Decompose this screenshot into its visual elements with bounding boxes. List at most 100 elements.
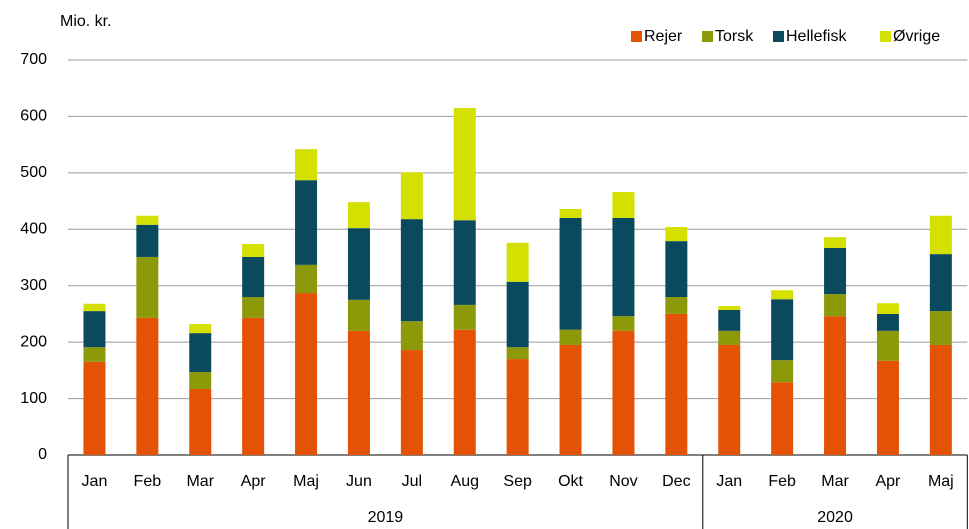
bar-segment [559,329,582,345]
bar-segment [453,220,476,305]
bar-segment [718,306,741,310]
bar-segment [771,360,794,383]
bar-segment [83,361,106,455]
bar-segment [453,107,476,221]
bar-segment [136,317,159,455]
x-tick-label: Mar [821,473,849,490]
legend-label: Rejer [644,28,683,45]
bar-segment [612,192,635,218]
x-tick-label: Aug [451,473,479,490]
x-tick-label: Maj [928,473,954,490]
x-tick-label: Maj [293,473,319,490]
bar-segment [242,297,265,318]
y-tick-label: 0 [38,446,47,463]
bar-segment [665,297,688,314]
group-label: 2020 [817,509,853,526]
bar-segment [665,241,688,297]
y-tick-label: 200 [20,333,47,350]
bar-segment [453,329,476,455]
x-tick-label: Jun [346,473,372,490]
bar-segment [771,290,794,300]
bar-segment [189,333,212,373]
bar-segment [136,224,159,257]
legend-swatch [773,31,784,42]
y-tick-label: 400 [20,221,47,238]
x-tick-label: Okt [558,473,583,490]
bar-segment [824,237,847,248]
legend-swatch [631,31,642,42]
bar-segment [876,303,899,314]
bar-segment [771,382,794,455]
legend-label: Hellefisk [786,28,847,45]
bar-segment [929,215,952,255]
bar-segment [242,317,265,455]
bar-segment [189,388,212,455]
y-tick-label: 700 [20,51,47,68]
bar-segment [559,218,582,330]
bar-segment [295,180,318,265]
bar-segment [295,264,318,294]
bar-segment [506,359,529,455]
x-tick-label: Nov [609,473,637,490]
bar-segment [876,313,899,331]
bar-segment [929,344,952,455]
bar-segment [718,344,741,455]
bar-segment [824,294,847,317]
bar-segment [824,247,847,295]
bar-segment [771,299,794,361]
x-tick-label: Feb [768,473,796,490]
bar-segment [189,372,212,389]
bar-segment [876,360,899,455]
x-tick-label: Feb [134,473,162,490]
group-label: 2019 [368,509,404,526]
bar-segment [347,330,370,455]
x-tick-label: Jul [402,473,422,490]
bar-segment [400,219,423,322]
bar-segment [136,215,159,225]
bar-segment [295,293,318,455]
bar-segment [136,256,159,318]
y-tick-label: 600 [20,108,47,125]
bar-segment [612,218,635,317]
x-tick-label: Dec [662,473,690,490]
bar-segment [189,324,212,334]
bar-segment [718,330,741,345]
bar-segment [876,330,899,361]
bar-segment [506,281,529,348]
bar-segment [347,202,370,229]
y-tick-label: 300 [20,277,47,294]
bar-segment [400,350,423,455]
bar-segment [824,316,847,455]
x-tick-label: Sep [503,473,532,490]
bar-segment [559,208,582,218]
legend-label: Øvrige [893,28,940,45]
bar-segment [242,256,265,297]
bar-segment [347,228,370,300]
bar-segment [347,299,370,331]
bar-segment [718,309,741,331]
bar-segment [400,321,423,351]
y-unit-label: Mio. kr. [60,13,112,30]
x-tick-label: Mar [186,473,214,490]
bar-segment [400,172,423,220]
bar-segment [295,149,318,181]
bar-segment [612,330,635,455]
y-tick-label: 500 [20,164,47,181]
bar-segment [506,242,529,282]
bar-segment [83,311,106,348]
y-tick-label: 100 [20,390,47,407]
x-tick-label: Jan [82,473,108,490]
bar-segment [665,313,688,455]
bar-segment [506,347,529,360]
legend-label: Torsk [715,28,754,45]
bar-segment [83,347,106,362]
x-tick-label: Apr [875,473,901,490]
bar-segment [665,227,688,242]
bar-segment [559,344,582,455]
x-tick-label: Apr [241,473,267,490]
bar-segment [929,254,952,312]
legend-swatch [702,31,713,42]
x-tick-label: Jan [716,473,742,490]
legend-swatch [880,31,891,42]
